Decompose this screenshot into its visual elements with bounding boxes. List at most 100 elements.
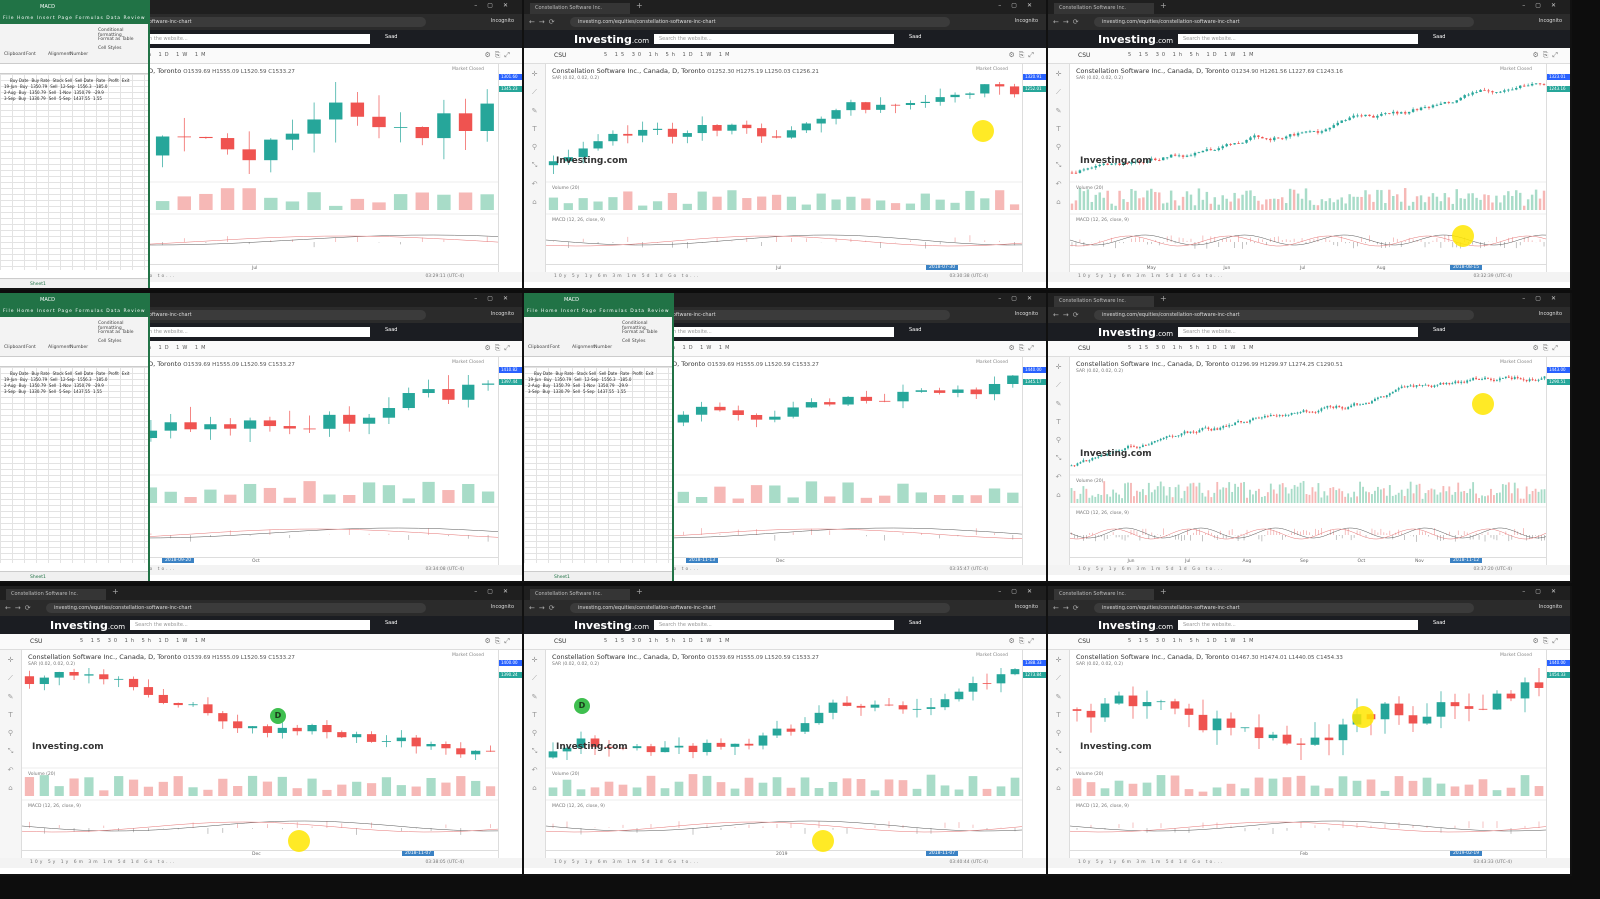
drawing-tool-icon[interactable]: ⟋ (8, 674, 13, 682)
sheet-cell[interactable]: 3-Sep (4, 96, 16, 101)
chart-area[interactable]: ✛ ⟋ ✎ T ⚲ ⤡ ↶ ⌂ Constellation Software Inc., Can… (524, 64, 1046, 288)
drawing-tool-icon[interactable]: ✛ (1055, 363, 1062, 371)
sheet-cell[interactable]: Sell (48, 383, 57, 388)
drawing-tool-icon[interactable]: ✎ (531, 107, 538, 115)
chart-tools-icon[interactable]: ⚙⎘⤢ (1008, 344, 1038, 352)
ribbon-item[interactable]: Conditional formatting (98, 321, 124, 331)
nav-arrows-icon[interactable]: ←→⟳ (529, 604, 559, 612)
timeframe-selector[interactable]: 5 15 30 1h 5h 1D 1W 1M (604, 638, 733, 644)
drawing-tool-icon[interactable]: ⌂ (532, 198, 537, 206)
range-selector[interactable]: 10y 5y 1y 6m 3m 1m 5d 1d Go to... (524, 858, 1046, 868)
ribbon-item[interactable]: Alignment (572, 345, 596, 350)
sheet-tab[interactable]: Sheet1 (0, 571, 148, 581)
new-tab-icon[interactable]: + (1160, 587, 1167, 596)
sheet-cell[interactable]: Sell (572, 383, 581, 388)
ribbon-item[interactable]: Cell Styles (622, 339, 646, 344)
sheet-cell[interactable]: 2-Aug (4, 90, 16, 95)
chart-tools-icon[interactable]: ⚙⎘⤢ (484, 637, 514, 645)
sheet-tab[interactable]: Sheet1 (0, 278, 148, 288)
drawing-tool-icon[interactable]: ⤡ (1055, 454, 1062, 462)
sheet-cell[interactable]: -185.0 (618, 377, 632, 382)
sheet-cell[interactable]: 3-Sep (528, 389, 540, 394)
window-controls-icon[interactable]: –▢✕ (998, 295, 1042, 302)
drawing-tool-icon[interactable]: ⤡ (531, 747, 538, 755)
sheet-cell[interactable]: 12-Sep (60, 377, 75, 382)
drawing-tool-icon[interactable]: ✎ (7, 693, 14, 701)
drawing-tool-icon[interactable]: ⤡ (1055, 161, 1062, 169)
symbol-field[interactable]: CSU (1078, 638, 1091, 645)
drawing-tool-icon[interactable]: ⚲ (1055, 143, 1062, 151)
price-axis[interactable]: 1440.00 1345.17 (1022, 357, 1046, 565)
user-name[interactable]: Saad (1433, 620, 1446, 626)
drawing-tool-icon[interactable]: ⤡ (1055, 747, 1062, 755)
site-search-input[interactable]: Search the website... (1178, 34, 1418, 44)
sheet-cell[interactable]: 1330.79 (553, 389, 570, 394)
drawing-tool-icon[interactable]: ⤡ (7, 747, 14, 755)
ribbon-item[interactable]: Format as Table (98, 330, 134, 335)
investing-logo[interactable]: Investing.com (574, 619, 649, 632)
sheet-cell[interactable]: 1556.3 (77, 377, 92, 382)
drawing-tool-icon[interactable]: ⚲ (531, 729, 538, 737)
drawing-tool-icon[interactable]: T (532, 711, 537, 719)
price-axis[interactable]: 1301.60 1345.23 (498, 64, 522, 272)
drawing-tool-icon[interactable]: ✎ (1055, 400, 1062, 408)
sheet-cell[interactable]: Sell (48, 96, 56, 101)
symbol-field[interactable]: CSU (1078, 52, 1091, 59)
drawing-tool-icon[interactable]: ⚲ (1055, 729, 1062, 737)
sheet-cell[interactable]: 1350.79 (29, 90, 46, 95)
sheet-cell[interactable]: Buy (542, 389, 551, 394)
window-controls-icon[interactable]: –▢✕ (474, 295, 518, 302)
drawing-tool-icon[interactable]: T (1056, 418, 1061, 426)
sheet-cell[interactable]: 1-Nov (583, 383, 595, 388)
browser-tab[interactable]: Constellation Software Inc. (530, 3, 630, 14)
sheet-cell[interactable]: 1.55 (93, 389, 102, 394)
ribbon-item[interactable]: Clipboard (4, 52, 26, 57)
timeframe-selector[interactable]: 5 15 30 1h 5h 1D 1W 1M (1128, 345, 1257, 351)
price-axis[interactable]: 1400.00 1390.24 (498, 650, 522, 858)
user-name[interactable]: Saad (1433, 34, 1446, 40)
ribbon-item[interactable]: Font (26, 52, 36, 57)
sheet-cell[interactable]: -29.9 (93, 90, 104, 95)
drawing-tool-icon[interactable]: ⟋ (1056, 674, 1061, 682)
drawing-tool-icon[interactable]: ⤡ (531, 161, 538, 169)
drawing-tool-icon[interactable]: ⚲ (1055, 436, 1062, 444)
timeframe-selector[interactable]: 5 15 30 1h 5h 1D 1W 1M (1128, 638, 1257, 644)
site-search-input[interactable]: Search the website... (654, 327, 894, 337)
browser-tab[interactable]: Constellation Software Inc. (1054, 589, 1154, 600)
url-field[interactable]: investing.com/equities/constellation-sof… (570, 17, 950, 27)
sheet-cell[interactable]: 1437.55 (73, 389, 91, 394)
formula-bar[interactable] (0, 64, 148, 74)
sheet-cell[interactable]: 12-Sep (584, 377, 599, 382)
sheet-cell[interactable]: -185.0 (94, 84, 108, 89)
site-search-input[interactable]: Search the website... (130, 34, 370, 44)
sheet-cell[interactable]: Buy (542, 383, 551, 388)
sheet-cell[interactable]: 5-Sep (582, 389, 595, 394)
site-search-input[interactable]: Search the website... (1178, 327, 1418, 337)
site-search-input[interactable]: Search the website... (130, 620, 370, 630)
excel-window[interactable]: MACD File Home Insert Page Formulas Data … (0, 293, 150, 581)
sheet-cell[interactable]: -29.9 (617, 383, 628, 388)
symbol-field[interactable]: CSU (554, 52, 567, 59)
sheet-cell[interactable]: 1-Nov (59, 383, 71, 388)
drawing-tool-icon[interactable]: ✛ (531, 70, 538, 78)
sheet-cell[interactable]: Buy (18, 383, 27, 388)
sheet-cell[interactable]: 1437.55 (73, 96, 91, 101)
user-name[interactable]: Saad (909, 620, 922, 626)
url-field[interactable]: investing.com/equities/constellation-sof… (570, 603, 950, 613)
price-axis[interactable]: 1440.00 1454.33 (1546, 650, 1570, 858)
ribbon-item[interactable]: Number (70, 52, 89, 57)
drawing-tool-icon[interactable]: ✎ (1055, 107, 1062, 115)
price-axis[interactable]: 1323.01 1243.16 (1546, 64, 1570, 272)
browser-tab[interactable]: Constellation Software Inc. (530, 589, 630, 600)
nav-arrows-icon[interactable]: ←→⟳ (1053, 311, 1083, 319)
sheet-cell[interactable]: 19-Jun (528, 377, 542, 382)
window-controls-icon[interactable]: –▢✕ (1522, 588, 1566, 595)
site-search-input[interactable]: Search the website... (654, 34, 894, 44)
ribbon-item[interactable]: Number (594, 345, 613, 350)
url-field[interactable]: investing.com/equities/constellation-sof… (1094, 310, 1474, 320)
drawing-tool-icon[interactable]: ⟋ (532, 674, 537, 682)
drawing-tool-icon[interactable]: ↶ (1055, 180, 1062, 188)
sheet-cell[interactable]: -185.0 (94, 377, 108, 382)
sheet-cell[interactable]: 2-Aug (4, 383, 16, 388)
sheet-cell[interactable]: Sell (574, 377, 582, 382)
